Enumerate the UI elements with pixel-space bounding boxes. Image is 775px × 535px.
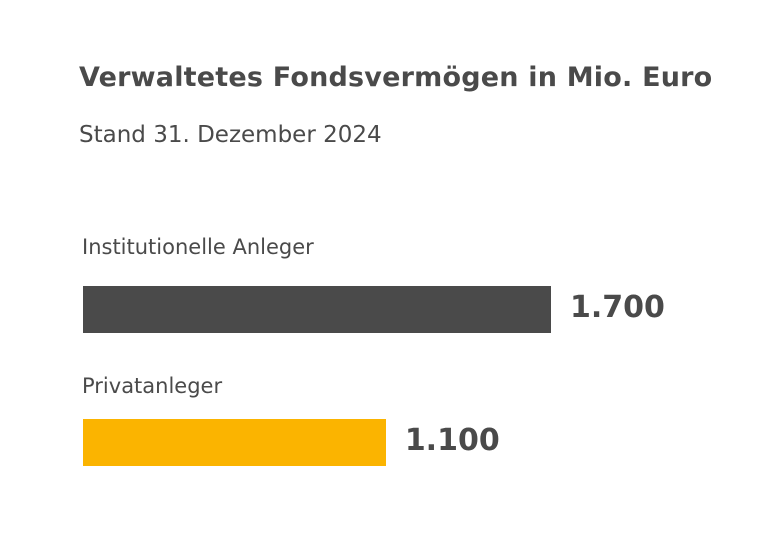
bar-privatanleger <box>83 419 386 466</box>
value-label-institutionelle-anleger: 1.700 <box>570 290 665 325</box>
category-label-institutionelle-anleger: Institutionelle Anleger <box>82 235 314 259</box>
chart-title: Verwaltetes Fondsvermögen in Mio. Euro <box>79 62 713 93</box>
value-label-privatanleger: 1.100 <box>404 423 500 458</box>
category-label-privatanleger: Privatanleger <box>82 374 223 398</box>
chart-subtitle: Stand 31. Dezember 2024 <box>79 122 382 148</box>
bar-institutionelle-anleger <box>83 286 551 333</box>
